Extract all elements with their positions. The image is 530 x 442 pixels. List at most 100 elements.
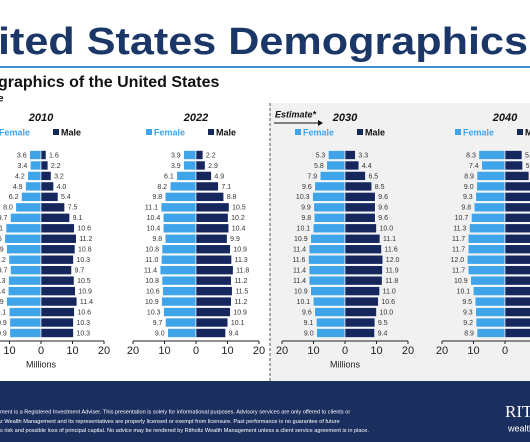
value-label: 11.4	[293, 247, 306, 254]
bar	[29, 160, 42, 171]
value-label: 9.7	[153, 320, 163, 327]
bar	[161, 296, 197, 307]
value-label: 11.1	[145, 205, 158, 212]
value-label: 11.3	[453, 226, 466, 233]
value-label: 5.6	[526, 163, 530, 170]
value-label: 9.4	[229, 330, 239, 337]
bar	[9, 317, 42, 328]
bar	[310, 286, 346, 296]
value-label: 11.1	[383, 236, 396, 243]
bar	[504, 328, 530, 338]
bar	[344, 213, 376, 223]
x-tick-label: 0	[193, 345, 199, 357]
bar	[470, 275, 506, 286]
value-label: 1.6	[49, 152, 59, 159]
x-axis-label: Millions	[330, 359, 361, 369]
value-label: 7.4	[469, 163, 479, 170]
value-label: 6.1	[164, 173, 174, 180]
bar	[159, 265, 197, 275]
x-axis-label: Millions	[26, 359, 57, 369]
value-label: 11.0	[383, 288, 396, 295]
value-label: 11.4	[293, 268, 306, 275]
value-label: 9.6	[378, 194, 388, 201]
bar	[29, 150, 42, 160]
bar	[308, 244, 346, 255]
bar	[40, 150, 47, 160]
value-label: 10.9	[233, 247, 247, 254]
value-label: 7.9	[307, 173, 317, 180]
bar	[344, 296, 379, 307]
bar	[21, 192, 42, 202]
value-label: 9.5	[462, 299, 472, 306]
bar	[504, 223, 530, 234]
value-label: 10.9	[78, 288, 92, 295]
annotation-arrowhead	[318, 120, 323, 126]
value-label: 10.3	[76, 257, 90, 264]
value-label: 4.0	[57, 184, 67, 191]
bar	[40, 244, 76, 255]
legend-swatch	[208, 129, 214, 135]
value-label: 9.1	[304, 320, 314, 327]
bar	[195, 181, 219, 192]
value-label: 9.8	[152, 194, 162, 201]
bar	[319, 171, 346, 181]
bar	[163, 307, 197, 317]
x-tick-label: 10	[467, 345, 479, 357]
value-label: 9.8	[461, 205, 471, 212]
value-label: 10.3	[147, 309, 161, 316]
value-label: 10.1	[231, 320, 245, 327]
subtitle: graphics of the United States	[0, 74, 219, 91]
legend-swatch	[455, 129, 461, 135]
bar	[504, 317, 530, 328]
x-tick-label: 20	[253, 345, 265, 357]
bar	[312, 296, 346, 307]
legend-swatch	[357, 129, 363, 135]
bar	[40, 233, 77, 244]
x-tick-label: 20	[402, 345, 414, 357]
value-label: 11.0	[145, 257, 158, 264]
bar	[195, 307, 231, 317]
value-label: 9.0	[155, 330, 165, 337]
bar	[40, 317, 74, 328]
bar	[40, 296, 78, 307]
bar	[308, 275, 346, 286]
bar	[312, 223, 346, 234]
bar	[195, 223, 230, 234]
value-label: 3.9	[171, 152, 181, 159]
bar	[313, 202, 346, 213]
value-label: 10.9	[233, 309, 247, 316]
value-label: 10.2	[0, 257, 6, 264]
bar	[344, 265, 383, 275]
bar	[195, 296, 232, 307]
bar	[344, 150, 356, 160]
value-label: 9.7	[0, 215, 8, 222]
value-label: 11.5	[235, 288, 248, 295]
bar	[167, 328, 197, 338]
bar	[161, 244, 197, 255]
value-label: 9.6	[378, 205, 388, 212]
value-label: 7.1	[221, 184, 231, 191]
value-label: 11.8	[236, 268, 249, 275]
value-label: 8.9	[464, 173, 474, 180]
value-label: 10.9	[454, 278, 468, 285]
value-label: 9.6	[302, 309, 312, 316]
value-label: 10.1	[297, 226, 311, 233]
value-label: 2.2	[51, 163, 61, 170]
value-label: 2.9	[208, 163, 218, 170]
value-label: 9.9	[0, 320, 7, 327]
value-label: 10.3	[76, 330, 90, 337]
bar	[15, 202, 42, 213]
value-label: 4.9	[13, 184, 23, 191]
value-label: 7.5	[68, 205, 78, 212]
bar	[164, 192, 197, 202]
bar	[504, 307, 530, 317]
note: e	[0, 94, 4, 105]
bar	[316, 328, 346, 338]
bar	[40, 265, 72, 275]
x-tick-label: 20	[436, 345, 448, 357]
value-label: 10.6	[381, 299, 395, 306]
bar	[344, 181, 373, 192]
value-label: 10.6	[77, 226, 91, 233]
value-label: 11.8	[385, 278, 398, 285]
annotation: Estimate*	[275, 109, 317, 119]
